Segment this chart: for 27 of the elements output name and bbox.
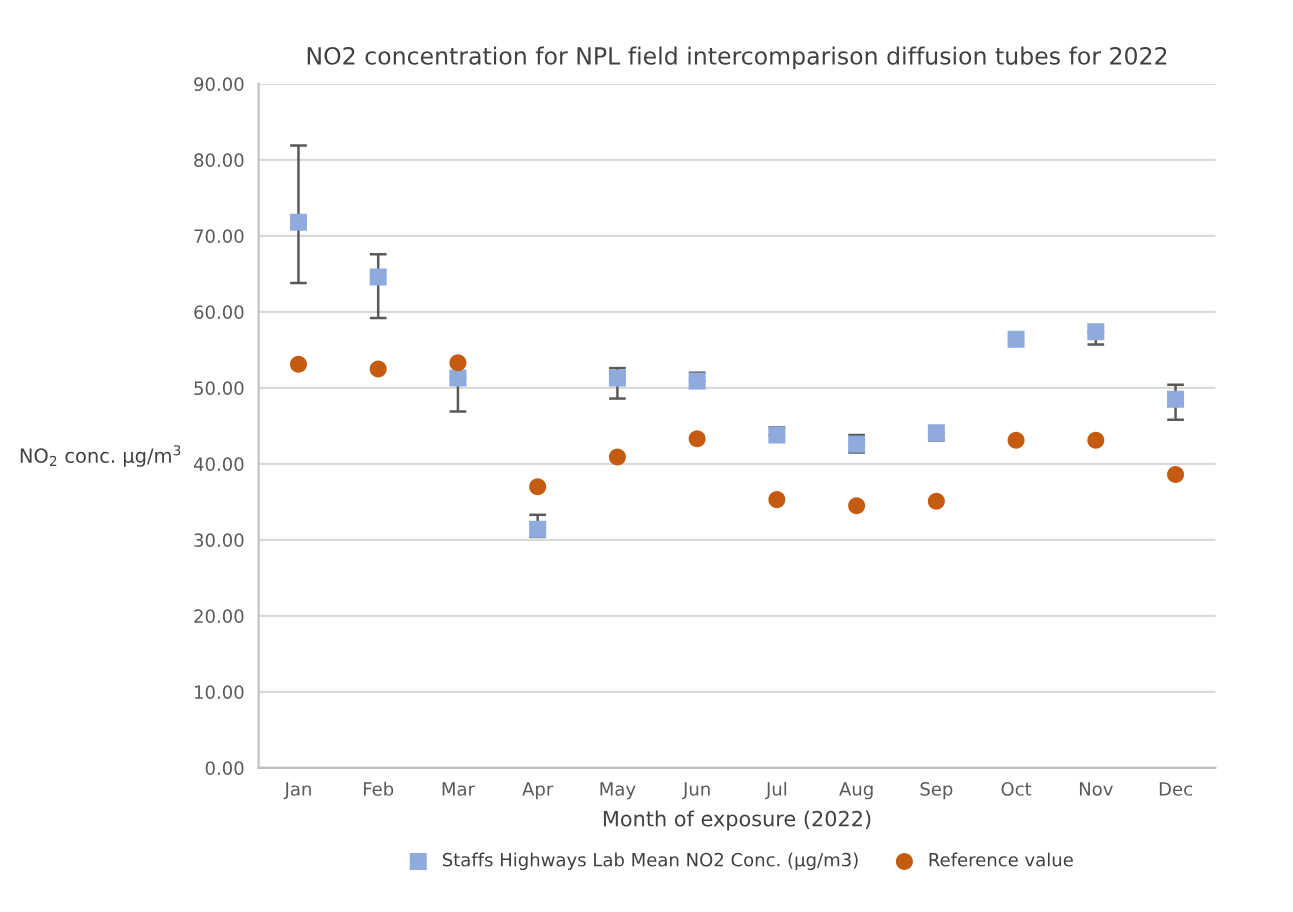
- chart-title: NO2 concentration for NPL field intercomparison diffusion tubes for 2022: [307, 46, 1167, 70]
- x-tick-label: Oct: [1001, 782, 1032, 796]
- x-tick-label: Aug: [839, 782, 873, 800]
- y-tick-label: 20.00: [194, 609, 244, 624]
- y-tick-label: 80.00: [194, 153, 244, 168]
- legend-label: Staffs Highways Lab Mean NO2 Conc. (µg/m3): [442, 852, 858, 871]
- y-tick-label: 60.00: [194, 305, 244, 320]
- x-tick-label: Sep: [920, 782, 953, 800]
- y-axis-title: NO$_{2}$ conc. µg/m$^{3}$: [20, 445, 181, 467]
- x-tick-label: Nov: [1079, 782, 1113, 796]
- legend-label: Reference value: [929, 852, 1073, 867]
- x-tick-label: Mar: [442, 782, 475, 796]
- y-tick-label: 10.00: [195, 685, 244, 700]
- y-tick-label: 90.00: [194, 77, 244, 92]
- x-tick-label: Jul: [765, 781, 787, 800]
- x-tick-label: Apr: [522, 782, 554, 800]
- x-tick-label: Jun: [682, 782, 710, 800]
- y-tick-label: 30.00: [194, 533, 244, 548]
- x-axis-title: Month of exposure (2022): [603, 810, 871, 831]
- x-tick-label: Feb: [363, 781, 394, 796]
- y-tick-label: 0.00: [205, 761, 244, 776]
- x-tick-label: May: [600, 782, 636, 800]
- y-tick-label: 40.00: [193, 457, 244, 472]
- y-tick-label: 70.00: [194, 229, 244, 244]
- x-tick-label: Jan: [283, 782, 311, 800]
- x-tick-label: Dec: [1159, 782, 1192, 796]
- y-tick-label: 50.00: [194, 381, 244, 396]
